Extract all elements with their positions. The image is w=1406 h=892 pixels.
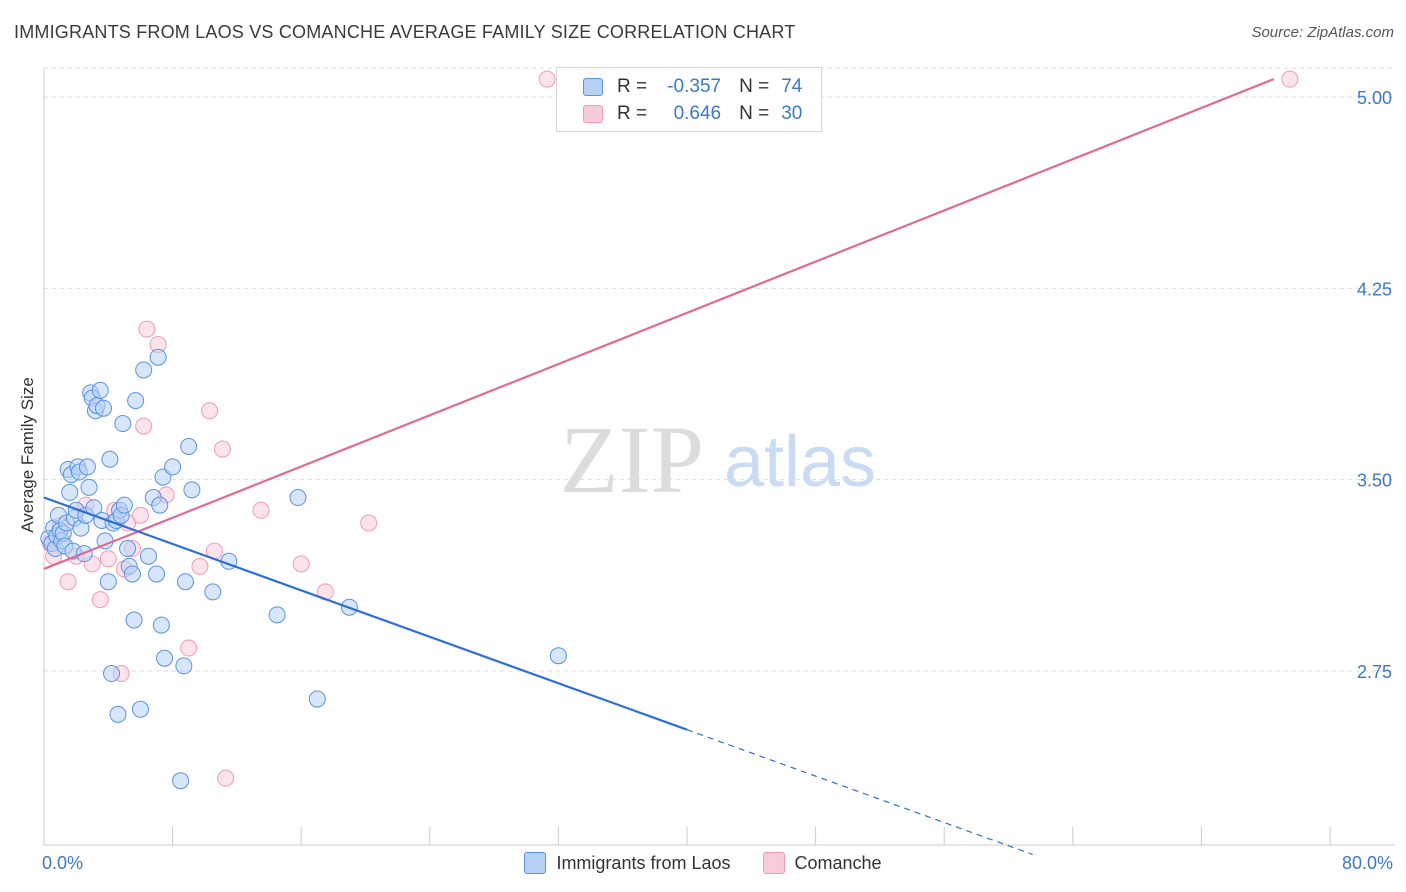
laos-point-60 [175, 657, 193, 675]
comanche-point-3 [59, 573, 77, 591]
comanche-point-25 [252, 501, 270, 519]
laos-point-29 [91, 381, 109, 399]
comanche-point-19 [180, 639, 198, 657]
series-legend: Immigrants from Laos Comanche [0, 852, 1406, 874]
chart-title: IMMIGRANTS FROM LAOS VS COMANCHE AVERAGE… [14, 22, 796, 42]
laos-point-38 [109, 705, 127, 723]
comanche-n-label: N = [739, 103, 770, 124]
laos-trend-line [43, 496, 688, 731]
gridlines [44, 67, 1395, 672]
laos-point-50 [139, 547, 157, 565]
laos-point-68 [308, 690, 326, 708]
comanche-point-14 [131, 506, 149, 524]
laos-point-66 [268, 606, 286, 624]
comanche-swatch [583, 105, 603, 123]
laos-point-58 [164, 458, 182, 476]
laos-point-53 [149, 348, 167, 366]
laos-point-33 [99, 573, 117, 591]
comanche-point-8 [99, 550, 117, 568]
laos-point-62 [180, 438, 198, 456]
y-tick-label-2: 4.25 [1357, 279, 1392, 299]
laos-point-55 [152, 616, 170, 634]
comanche-point-21 [201, 402, 219, 420]
laos-point-31 [94, 399, 112, 417]
laos-r-value: -0.357 [667, 76, 722, 97]
laos-r-label: R = [617, 76, 648, 97]
laos-point-57 [156, 649, 174, 667]
y-tick-label-3: 5.00 [1357, 88, 1392, 108]
legend-label-comanche: Comanche [794, 852, 882, 873]
x-tick-label-0: 0.0% [42, 853, 83, 873]
comanche-point-30 [1281, 70, 1299, 88]
comanche-r-value: 0.646 [673, 103, 722, 124]
comanche-point-20 [191, 557, 209, 575]
laos-point-34 [101, 450, 119, 468]
legend-swatch-laos [524, 852, 547, 874]
laos-swatch [583, 78, 603, 96]
laos-point-45 [123, 565, 141, 583]
laos-point-35 [103, 665, 121, 683]
laos-point-64 [204, 583, 222, 601]
watermark-atlas: atlas [724, 422, 876, 502]
laos-n-label: N = [739, 76, 770, 97]
comanche-r-label: R = [617, 103, 648, 124]
comanche-point-24 [217, 769, 235, 787]
legend-swatch-comanche [762, 852, 785, 874]
comanche-point-15 [135, 417, 153, 435]
laos-point-67 [289, 489, 307, 507]
comanche-n-value: 30 [781, 103, 803, 124]
legend-item-comanche: Comanche [762, 852, 882, 874]
y-tick-label-1: 3.50 [1357, 471, 1392, 491]
comanche-point-16 [138, 320, 156, 338]
laos-n-value: 74 [781, 76, 803, 97]
laos-point-59 [172, 772, 190, 790]
watermark-zip: ZIP [560, 406, 704, 513]
comanche-trend-line [43, 78, 1275, 570]
legend-label-laos: Immigrants from Laos [556, 852, 731, 873]
comanche-point-7 [91, 591, 109, 609]
axes [43, 68, 1395, 846]
laos-point-49 [135, 361, 153, 379]
laos-point-41 [114, 415, 132, 433]
comanche-point-26 [292, 555, 310, 573]
laos-point-52 [148, 565, 166, 583]
legend-row-laos: R = -0.357 N = 74 [583, 75, 802, 99]
legend-item-laos: Immigrants from Laos [524, 852, 731, 874]
tick-labels: 2.75 3.50 4.25 5.00 0.0% 80.0% [42, 88, 1393, 873]
y-tick-label-0: 2.75 [1357, 662, 1392, 682]
laos-point-22 [78, 458, 96, 476]
laos-point-23 [80, 478, 98, 496]
legend-row-comanche: R = 0.646 N = 30 [583, 102, 802, 126]
comanche-point-29 [538, 70, 556, 88]
comanche-point-23 [213, 440, 231, 458]
correlation-legend: R = -0.357 N = 74 R = 0.646 N = 30 [556, 67, 822, 132]
laos-point-12 [61, 483, 79, 501]
laos-point-47 [127, 392, 145, 410]
trend-lines [43, 78, 1275, 856]
laos-trend-extension [686, 729, 1033, 856]
laos-point-63 [183, 481, 201, 499]
laos-point-46 [125, 611, 143, 629]
source-credit: Source: ZipAtlas.com [1251, 24, 1394, 41]
comanche-point-28 [360, 514, 378, 532]
laos-point-54 [151, 496, 169, 514]
laos-point-43 [119, 540, 137, 558]
x-tick-label-1: 80.0% [1342, 853, 1393, 873]
laos-point-48 [131, 700, 149, 718]
laos-point-42 [115, 496, 133, 514]
laos-point-61 [176, 573, 194, 591]
laos-point-70 [549, 647, 567, 665]
